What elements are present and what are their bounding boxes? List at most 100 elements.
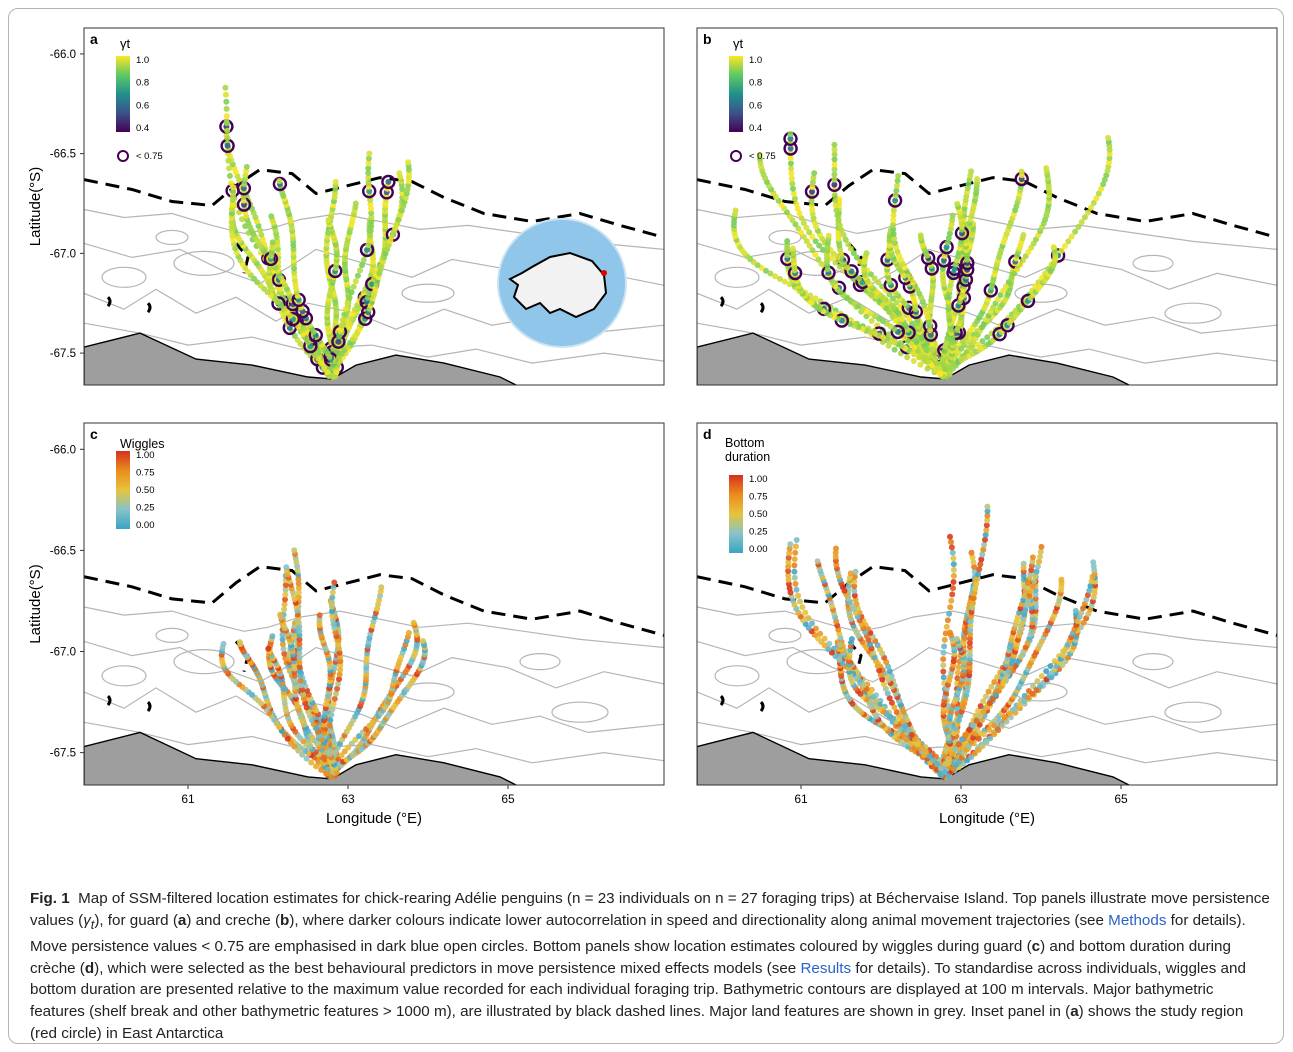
x-tick-label: 65: [501, 792, 515, 806]
track-point: [230, 192, 236, 199]
track-point: [984, 334, 991, 341]
track-point: [882, 685, 889, 692]
track-point: [968, 613, 975, 620]
track-point: [295, 589, 302, 596]
location-estimates: [218, 547, 428, 780]
track-point: [787, 135, 794, 142]
y-tick-label: -66.5: [50, 149, 76, 161]
track-point: [870, 693, 877, 700]
track-point: [315, 355, 322, 362]
track-point: [1036, 558, 1042, 565]
track-point: [348, 289, 355, 296]
y-tick-label: -66.5: [50, 545, 76, 557]
low-persistence-circle: [1020, 293, 1036, 309]
track-point: [808, 197, 815, 204]
track-point: [976, 566, 983, 573]
track-point: [811, 170, 818, 177]
track-point: [925, 358, 932, 365]
caption-text-6: ) and bottom duration during crèche (: [30, 938, 1231, 977]
caption-ref-b: b: [280, 911, 290, 929]
track-point: [1020, 257, 1026, 264]
track-point: [299, 751, 306, 758]
track-point: [979, 743, 986, 750]
land-mass: [84, 731, 518, 785]
track-point: [405, 629, 412, 636]
track-point: [984, 508, 991, 515]
track-point: [949, 217, 956, 224]
track-point: [979, 338, 986, 345]
track-point: [950, 585, 956, 592]
contour-loop-5: [1164, 302, 1222, 324]
legend-title: γt: [733, 36, 744, 51]
track-point: [892, 240, 898, 246]
legend-tick: 0.75: [749, 492, 768, 503]
track-point: [328, 599, 335, 606]
methods-link[interactable]: Methods: [1108, 911, 1167, 929]
results-link[interactable]: Results: [800, 959, 852, 977]
track-point: [955, 664, 962, 670]
legend-tick: 0.8: [749, 78, 762, 89]
track-point: [831, 171, 838, 178]
deep-feature-mark-0: [106, 296, 112, 308]
track-point: [977, 713, 983, 720]
track-point: [367, 205, 374, 212]
track-point: [834, 212, 841, 219]
track-point: [318, 766, 325, 773]
track-point: [291, 547, 298, 554]
track-point: [281, 606, 288, 613]
track-point: [974, 726, 981, 733]
low-persistence-circle: [285, 312, 301, 327]
track-point: [831, 161, 838, 168]
track-point: [787, 131, 794, 138]
contour-3: [84, 322, 664, 364]
track-point: [786, 545, 793, 552]
track-point: [1025, 248, 1032, 255]
track-point: [985, 688, 992, 695]
legend-open-circle: [117, 150, 129, 162]
track-point: [806, 242, 813, 249]
track-point: [893, 709, 900, 716]
track-point: [365, 155, 372, 162]
track-point: [980, 698, 987, 705]
panel-letter: d: [703, 426, 712, 442]
track-point: [229, 197, 236, 204]
low-persistence-circle: [992, 327, 1007, 342]
track-point: [966, 726, 973, 733]
track-point: [419, 638, 426, 644]
contour-loop-2: [401, 283, 455, 303]
track-point: [890, 221, 897, 228]
track-point: [282, 596, 288, 603]
track-point: [785, 554, 792, 561]
track-point: [338, 752, 345, 759]
track-point: [1032, 591, 1039, 598]
low-persistence-circle: [271, 296, 286, 311]
legend-tick: 0.50: [749, 509, 768, 520]
track-point: [851, 583, 858, 590]
track-point: [994, 674, 1001, 681]
track-point: [364, 246, 370, 253]
track-point: [313, 763, 319, 770]
track-point: [946, 610, 953, 617]
track-point: [912, 736, 919, 743]
track-point: [945, 772, 952, 779]
track-point: [886, 695, 893, 702]
track-point: [833, 545, 839, 552]
track-point: [316, 612, 323, 619]
track-point: [950, 579, 957, 585]
track-point: [890, 207, 897, 214]
track-point: [845, 241, 852, 248]
track-point: [959, 736, 966, 743]
track-point: [818, 261, 825, 267]
track-point: [940, 649, 947, 656]
track-point: [933, 360, 940, 367]
track-point: [265, 645, 272, 652]
track-point: [1020, 648, 1027, 655]
track-point: [974, 176, 980, 182]
track-point: [352, 278, 359, 285]
track-point: [228, 210, 235, 217]
track-point: [856, 275, 862, 282]
track-point: [995, 727, 1002, 734]
track-point: [838, 227, 845, 234]
track-point: [346, 294, 353, 301]
track-point: [922, 749, 929, 755]
